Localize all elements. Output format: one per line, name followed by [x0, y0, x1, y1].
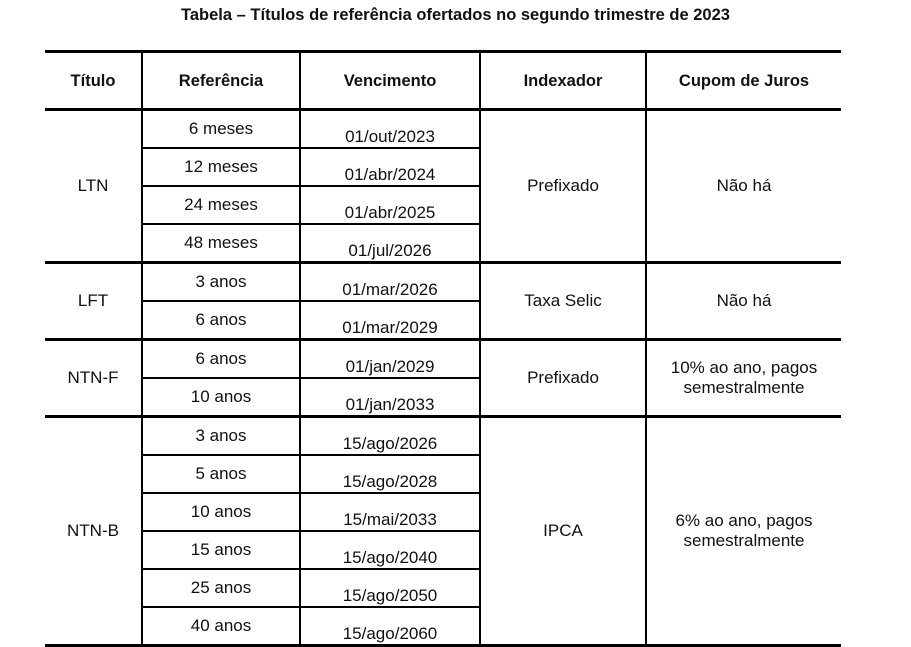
- cell-vencimento: 01/jan/2033: [299, 378, 481, 418]
- table-header: Título Referência Vencimento Indexador C…: [45, 50, 841, 111]
- cell-referencia: 3 anos: [141, 416, 300, 456]
- cell-referencia: 15 anos: [141, 531, 300, 570]
- header-titulo: Título: [45, 50, 142, 111]
- cell-cupom: Não há: [645, 262, 841, 341]
- table-row: LFT 3 anos 01/mar/2026 Taxa Selic Não há: [45, 262, 841, 341]
- table-row: 10 anos 15/mai/2033: [45, 493, 841, 532]
- table-row: 25 anos 15/ago/2050: [45, 569, 841, 608]
- cell-vencimento: 01/abr/2025: [299, 186, 481, 225]
- cell-vencimento: 01/mar/2029: [299, 301, 481, 341]
- cell-referencia: 10 anos: [141, 493, 300, 532]
- cell-vencimento: 01/abr/2024: [299, 148, 481, 187]
- cell-referencia: 12 meses: [141, 148, 300, 187]
- cell-vencimento: 15/ago/2028: [299, 455, 481, 494]
- table-row: 48 meses 01/jul/2026: [45, 224, 841, 264]
- cell-indexador: Prefixado: [480, 339, 646, 418]
- table-row: 24 meses 01/abr/2025: [45, 186, 841, 225]
- cell-referencia: 6 anos: [141, 301, 300, 341]
- cell-vencimento: 01/jul/2026: [299, 224, 481, 264]
- table-row: 6 anos 01/mar/2029: [45, 301, 841, 341]
- cell-referencia: 10 anos: [141, 378, 300, 418]
- header-vencimento: Vencimento: [299, 50, 480, 111]
- cell-titulo: LTN: [45, 109, 142, 264]
- cell-referencia: 6 anos: [141, 339, 300, 379]
- cell-cupom: 10% ao ano, pagos semestralmente: [645, 339, 841, 418]
- table-row: 10 anos 01/jan/2033: [45, 378, 841, 418]
- table-row: 15 anos 15/ago/2040: [45, 531, 841, 570]
- cell-vencimento: 01/mar/2026: [299, 262, 481, 302]
- table-row: 12 meses 01/abr/2024: [45, 148, 841, 187]
- bonds-table: Título Referência Vencimento Indexador C…: [45, 50, 841, 647]
- cell-titulo: LFT: [45, 262, 142, 341]
- cell-referencia: 48 meses: [141, 224, 300, 264]
- cell-vencimento: 15/ago/2060: [299, 607, 481, 647]
- cell-indexador: Taxa Selic: [480, 262, 646, 341]
- cell-cupom: Não há: [645, 109, 841, 264]
- table-row: LTN 6 meses 01/out/2023 Prefixado Não há: [45, 109, 841, 264]
- cell-referencia: 6 meses: [141, 109, 300, 149]
- table-caption: Tabela – Títulos de referência ofertados…: [181, 6, 730, 24]
- cell-referencia: 40 anos: [141, 607, 300, 647]
- header-cupom: Cupom de Juros: [645, 50, 841, 111]
- cell-indexador: Prefixado: [480, 109, 646, 264]
- table-row: NTN-F 6 anos 01/jan/2029 Prefixado 10% ao an…: [45, 339, 841, 418]
- table-row: 5 anos 15/ago/2028: [45, 455, 841, 494]
- cell-referencia: 3 anos: [141, 262, 300, 302]
- cell-referencia: 24 meses: [141, 186, 300, 225]
- header-referencia: Referência: [141, 50, 300, 111]
- cell-cupom: 6% ao ano, pagos semestralmente: [645, 416, 841, 647]
- cell-referencia: 5 anos: [141, 455, 300, 494]
- table-body: LTN 6 meses 01/out/2023 Prefixado Não há 12 m…: [45, 109, 841, 647]
- cell-vencimento: 15/ago/2050: [299, 569, 481, 608]
- table-row: NTN-B 3 anos 15/ago/2026 IPCA 6% ao ano, pag…: [45, 416, 841, 647]
- cell-titulo: NTN-B: [45, 416, 142, 647]
- header-row: Título Referência Vencimento Indexador C…: [45, 50, 841, 111]
- cell-vencimento: 15/mai/2033: [299, 493, 481, 532]
- cell-indexador: IPCA: [480, 416, 646, 647]
- cell-vencimento: 15/ago/2040: [299, 531, 481, 570]
- cell-vencimento: 01/out/2023: [299, 109, 481, 149]
- cell-vencimento: 15/ago/2026: [299, 416, 481, 456]
- cell-referencia: 25 anos: [141, 569, 300, 608]
- cell-titulo: NTN-F: [45, 339, 142, 418]
- cell-vencimento: 01/jan/2029: [299, 339, 481, 379]
- header-indexador: Indexador: [479, 50, 646, 111]
